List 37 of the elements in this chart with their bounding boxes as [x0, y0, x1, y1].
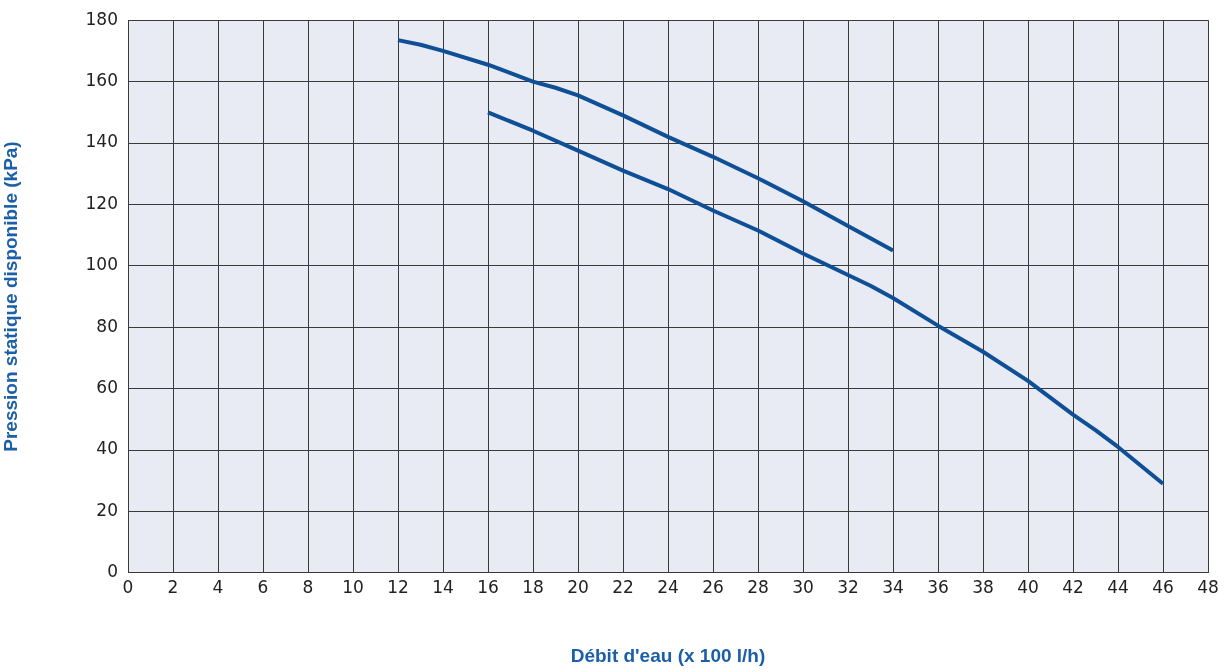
x-tick-label: 6 — [257, 577, 269, 598]
x-tick-label: 16 — [477, 577, 499, 598]
y-tick-label: 80 — [96, 315, 118, 336]
y-tick-label: 120 — [85, 192, 118, 213]
x-tick-label: 22 — [612, 577, 634, 598]
x-tick-label: 18 — [522, 577, 544, 598]
x-tick-label: 36 — [927, 577, 949, 598]
y-tick-label: 60 — [96, 377, 118, 398]
x-tick-label: 28 — [747, 577, 769, 598]
x-tick-label: 40 — [1017, 577, 1039, 598]
x-tick-label: 48 — [1197, 577, 1219, 598]
x-tick-label: 46 — [1152, 577, 1174, 598]
x-axis-title: Débit d'eau (x 100 l/h) — [570, 644, 766, 666]
y-tick-label: 100 — [85, 254, 118, 275]
x-tick-label: 34 — [882, 577, 904, 598]
x-tick-label: 2 — [167, 577, 179, 598]
x-tick-label: 20 — [567, 577, 589, 598]
x-tick-label: 4 — [212, 577, 224, 598]
x-tick-label: 24 — [657, 577, 679, 598]
x-tick-label: 42 — [1062, 577, 1084, 598]
x-tick-label: 10 — [342, 577, 364, 598]
y-tick-label: 40 — [96, 438, 118, 459]
x-tick-label: 12 — [387, 577, 409, 598]
x-tick-label: 26 — [702, 577, 724, 598]
y-tick-label: 20 — [96, 499, 118, 520]
x-tick-label: 8 — [302, 577, 314, 598]
x-tick-label: 0 — [122, 577, 134, 598]
y-tick-label: 160 — [85, 70, 118, 91]
x-tick-label: 38 — [972, 577, 994, 598]
x-tick-label: 44 — [1107, 577, 1129, 598]
y-tick-label: 140 — [85, 131, 118, 152]
x-tick-label: 14 — [432, 577, 454, 598]
y-tick-label: 180 — [85, 8, 118, 29]
y-tick-label: 0 — [107, 561, 118, 582]
x-tick-label: 32 — [837, 577, 859, 598]
x-tick-label: 30 — [792, 577, 814, 598]
y-axis-title: Pression statique disponible (kPa) — [0, 141, 21, 452]
